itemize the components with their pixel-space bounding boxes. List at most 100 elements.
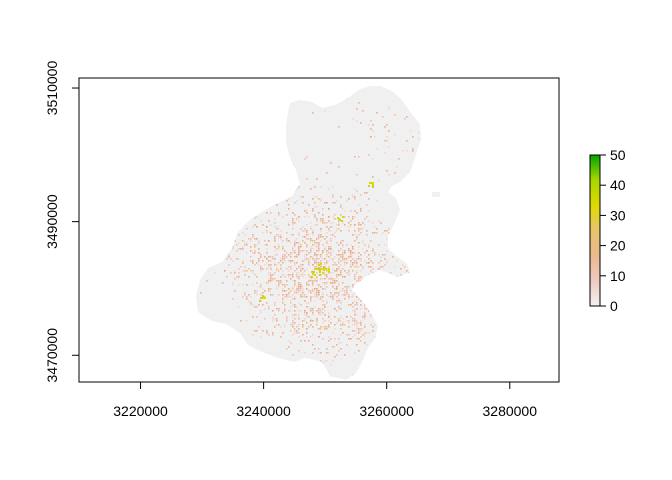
raster-cell <box>310 290 312 292</box>
raster-cell <box>410 130 412 132</box>
raster-cell <box>272 294 274 296</box>
raster-cell <box>274 262 276 264</box>
raster-cell <box>324 282 326 284</box>
raster-cell <box>280 264 282 266</box>
raster-cell <box>336 228 338 230</box>
raster-cell <box>258 242 260 244</box>
raster-cell <box>354 274 356 276</box>
raster-cell <box>384 140 386 142</box>
raster-cell <box>242 260 244 262</box>
raster-cell <box>266 226 268 228</box>
raster-cell <box>376 200 378 202</box>
raster-cell <box>306 224 308 226</box>
raster-cell <box>330 246 332 248</box>
raster-cell <box>298 246 300 248</box>
raster-cell <box>244 294 246 296</box>
raster-cell <box>284 260 286 262</box>
raster-cell <box>238 242 240 244</box>
raster-cell <box>324 278 326 280</box>
raster-cell <box>336 254 338 256</box>
raster-cell <box>386 140 388 142</box>
raster-cell <box>330 248 332 250</box>
raster-cell <box>382 232 384 234</box>
raster-cell <box>248 300 250 302</box>
raster-cell <box>302 226 304 228</box>
raster-cell <box>282 274 284 276</box>
raster-cell <box>354 234 356 236</box>
raster-cell <box>292 250 294 252</box>
raster-cell <box>248 238 250 240</box>
raster-cell <box>306 336 308 338</box>
raster-cell <box>292 324 294 326</box>
raster-cell <box>352 284 354 286</box>
raster-cell <box>324 304 326 306</box>
raster-cell <box>364 308 366 310</box>
raster-cell <box>322 326 324 328</box>
raster-cell <box>240 266 242 268</box>
raster-cell <box>298 242 300 244</box>
raster-cell <box>228 264 230 266</box>
raster-cell <box>304 294 306 296</box>
raster-cell <box>340 272 342 274</box>
raster-cell <box>406 140 408 142</box>
raster-cell <box>360 296 362 298</box>
raster-cell <box>338 320 340 322</box>
raster-cell <box>356 120 358 122</box>
raster-cell <box>304 320 306 322</box>
raster-hotspot-cell <box>372 184 374 186</box>
raster-cell <box>334 256 336 258</box>
raster-cell <box>254 274 256 276</box>
raster-cell <box>306 284 308 286</box>
raster-cell <box>368 302 370 304</box>
raster-cell <box>278 214 280 216</box>
raster-cell <box>216 234 218 236</box>
raster-cell <box>244 292 246 294</box>
raster-cell <box>378 262 380 264</box>
raster-cell <box>358 246 360 248</box>
raster-cell <box>346 262 348 264</box>
raster-cell <box>302 324 304 326</box>
raster-cell <box>294 222 296 224</box>
raster-cell <box>302 274 304 276</box>
raster-cell <box>322 282 324 284</box>
raster-cell <box>298 252 300 254</box>
raster-cell <box>340 196 342 198</box>
raster-cell <box>328 278 330 280</box>
raster-cell <box>274 272 276 274</box>
raster-cell <box>302 272 304 274</box>
raster-cell <box>294 330 296 332</box>
raster-cell <box>236 276 238 278</box>
raster-cell <box>290 290 292 292</box>
raster-cell <box>330 234 332 236</box>
raster-cell <box>346 294 348 296</box>
raster-cell <box>336 322 338 324</box>
raster-cell <box>306 328 308 330</box>
raster-cell <box>282 270 284 272</box>
raster-cell <box>286 348 288 350</box>
raster-cell <box>382 284 384 286</box>
raster-cell <box>368 258 370 260</box>
raster-cell <box>356 236 358 238</box>
raster-cell <box>386 250 388 252</box>
raster-cell <box>236 250 238 252</box>
raster-cell <box>356 308 358 310</box>
raster-cell <box>344 294 346 296</box>
raster-cell <box>364 252 366 254</box>
raster-cell <box>414 222 416 224</box>
raster-cell <box>260 372 262 374</box>
raster-cell <box>372 158 374 160</box>
raster-cell <box>278 212 280 214</box>
raster-cell <box>246 320 248 322</box>
raster-cell <box>352 246 354 248</box>
raster-cell <box>316 288 318 290</box>
raster-cell <box>420 168 421 170</box>
raster-cell <box>358 350 360 352</box>
raster-cell <box>328 228 330 230</box>
raster-cell <box>254 264 256 266</box>
raster-cell <box>342 276 344 278</box>
raster-cell <box>404 266 406 268</box>
raster-cell <box>390 284 392 286</box>
raster-cell <box>216 346 218 348</box>
raster-cell <box>260 254 262 256</box>
